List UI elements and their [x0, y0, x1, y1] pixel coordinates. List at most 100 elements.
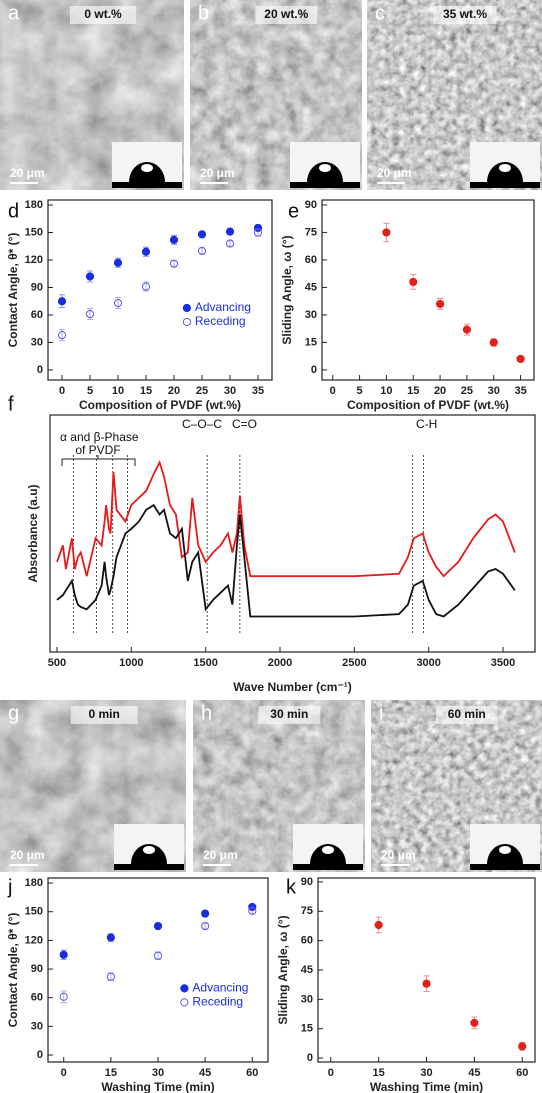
- annotation-layer: [61, 455, 136, 466]
- x-axis-title: Composition of PVDF (wt.%): [347, 398, 509, 412]
- droplet-highlight: [499, 846, 511, 854]
- annotation: C=O: [232, 417, 257, 431]
- sem-image: i 60 min 20 μm: [371, 700, 542, 872]
- plot-frame: [321, 199, 535, 381]
- y-tick-label: 75: [301, 905, 313, 917]
- chart: e 0 5 10 15 20 25 30 35 0 15 30 45 60 75 90 Composition …: [280, 199, 535, 412]
- data-point: [197, 230, 207, 239]
- label-box: [258, 706, 321, 724]
- data-point: [248, 906, 257, 915]
- label-box: [433, 6, 497, 24]
- y-tick-label: 150: [25, 226, 43, 238]
- annotation: α and β-Phase: [60, 430, 139, 444]
- legend-label: Receding: [192, 995, 243, 1009]
- x-axis-title: Washing Time (min): [101, 1080, 214, 1093]
- sem-image: h 30 min 20 μm: [193, 700, 365, 872]
- x-tick-label: 1000: [119, 657, 143, 669]
- spectrum-line: [56, 460, 516, 578]
- data-point: [201, 921, 210, 931]
- image-label: 60 min: [448, 707, 486, 721]
- droplet-highlight: [319, 164, 331, 172]
- plot-frame: [49, 414, 536, 653]
- error-bar: [143, 281, 149, 292]
- sem-image: a 0 wt.% 20 μm: [0, 0, 184, 190]
- image-label: 0 wt.%: [84, 7, 122, 21]
- y-tick-label: 15: [305, 336, 317, 348]
- y-axis-title: Absorbance (a.u): [26, 484, 40, 582]
- x-tick-label: 15: [407, 385, 419, 397]
- x-tick-label: 10: [380, 385, 392, 397]
- image-label: 20 wt.%: [264, 7, 308, 21]
- data-point: [516, 354, 525, 364]
- panel-letter: b: [198, 2, 209, 24]
- y-tick-label: 60: [31, 309, 43, 321]
- chart: f 500 1000 1500 2000 2500 3000 3500 Wave Number …: [8, 393, 536, 694]
- panel-letter: c: [375, 2, 385, 24]
- substrate: [112, 182, 182, 188]
- y-tick-label: 120: [25, 934, 43, 946]
- y-tick-label: 90: [31, 281, 43, 293]
- x-tick-label: 30: [224, 385, 236, 397]
- y-tick-label: 30: [31, 336, 43, 348]
- legend-marker: [180, 984, 189, 993]
- panel-letter: i: [379, 702, 383, 724]
- y-tick-label: 15: [301, 1023, 313, 1035]
- x-tick-label: 5: [87, 385, 93, 397]
- data-point: [169, 235, 179, 244]
- y-tick-label: 60: [301, 935, 313, 947]
- scale-bar-label: 20 μm: [10, 166, 45, 180]
- data-point: [113, 298, 123, 308]
- x-tick-label: 15: [105, 1067, 117, 1079]
- y-axis-title: Contact Angle, θ* (°): [6, 913, 20, 1028]
- x-tick-label: 3000: [416, 657, 440, 669]
- data-point: [141, 247, 151, 256]
- x-tick-label: 0: [330, 385, 336, 397]
- panel-letter: g: [8, 702, 19, 724]
- panel-letter: d: [8, 200, 19, 222]
- substrate: [470, 864, 540, 870]
- x-tick-label: 30: [488, 385, 500, 397]
- data-point: [409, 277, 418, 287]
- x-tick-label: 20: [168, 385, 180, 397]
- legend-label: Receding: [195, 314, 246, 328]
- panel-letter: j: [7, 876, 12, 898]
- x-tick-label: 30: [420, 1067, 432, 1079]
- x-tick-label: 0: [59, 385, 65, 397]
- annotation: C-H: [416, 417, 437, 431]
- data-point: [85, 272, 95, 281]
- y-tick-label: 180: [25, 877, 43, 889]
- data-point: [141, 282, 151, 291]
- x-tick-label: 15: [373, 1067, 385, 1079]
- panel-letter: h: [201, 702, 212, 724]
- data-point: [59, 992, 68, 1001]
- x-tick-label: 0: [328, 1067, 334, 1079]
- x-tick-label: 45: [468, 1067, 480, 1079]
- droplet-highlight: [322, 846, 334, 854]
- scale-bar-label: 20 μm: [10, 848, 45, 862]
- droplet-highlight: [499, 164, 511, 172]
- label-box: [435, 706, 498, 724]
- substrate: [114, 864, 184, 870]
- x-tick-label: 3500: [491, 657, 515, 669]
- data-point: [201, 909, 210, 918]
- image-label: 0 min: [88, 707, 119, 721]
- data-point: [106, 933, 115, 942]
- data-point: [113, 258, 123, 267]
- panel-letter: a: [8, 2, 20, 24]
- label-box: [255, 6, 318, 24]
- x-tick-label: 60: [516, 1067, 528, 1079]
- plot-frame: [317, 877, 536, 1063]
- y-tick-label: 90: [305, 199, 317, 211]
- x-tick-label: 25: [196, 385, 208, 397]
- scale-bar-label: 20 μm: [377, 166, 412, 180]
- scale-bar-label: 20 μm: [203, 848, 238, 862]
- data-point: [435, 299, 445, 309]
- legend-marker: [180, 998, 189, 1007]
- panel-letter: e: [288, 200, 299, 222]
- sem-image: g 0 min 20 μm: [0, 700, 186, 872]
- y-tick-label: 150: [25, 906, 43, 918]
- y-axis-title: Contact Angle, θ* (°): [6, 233, 20, 348]
- scale-bar-label: 20 μm: [381, 848, 416, 862]
- data-point: [489, 338, 498, 347]
- error-bar: [202, 922, 209, 930]
